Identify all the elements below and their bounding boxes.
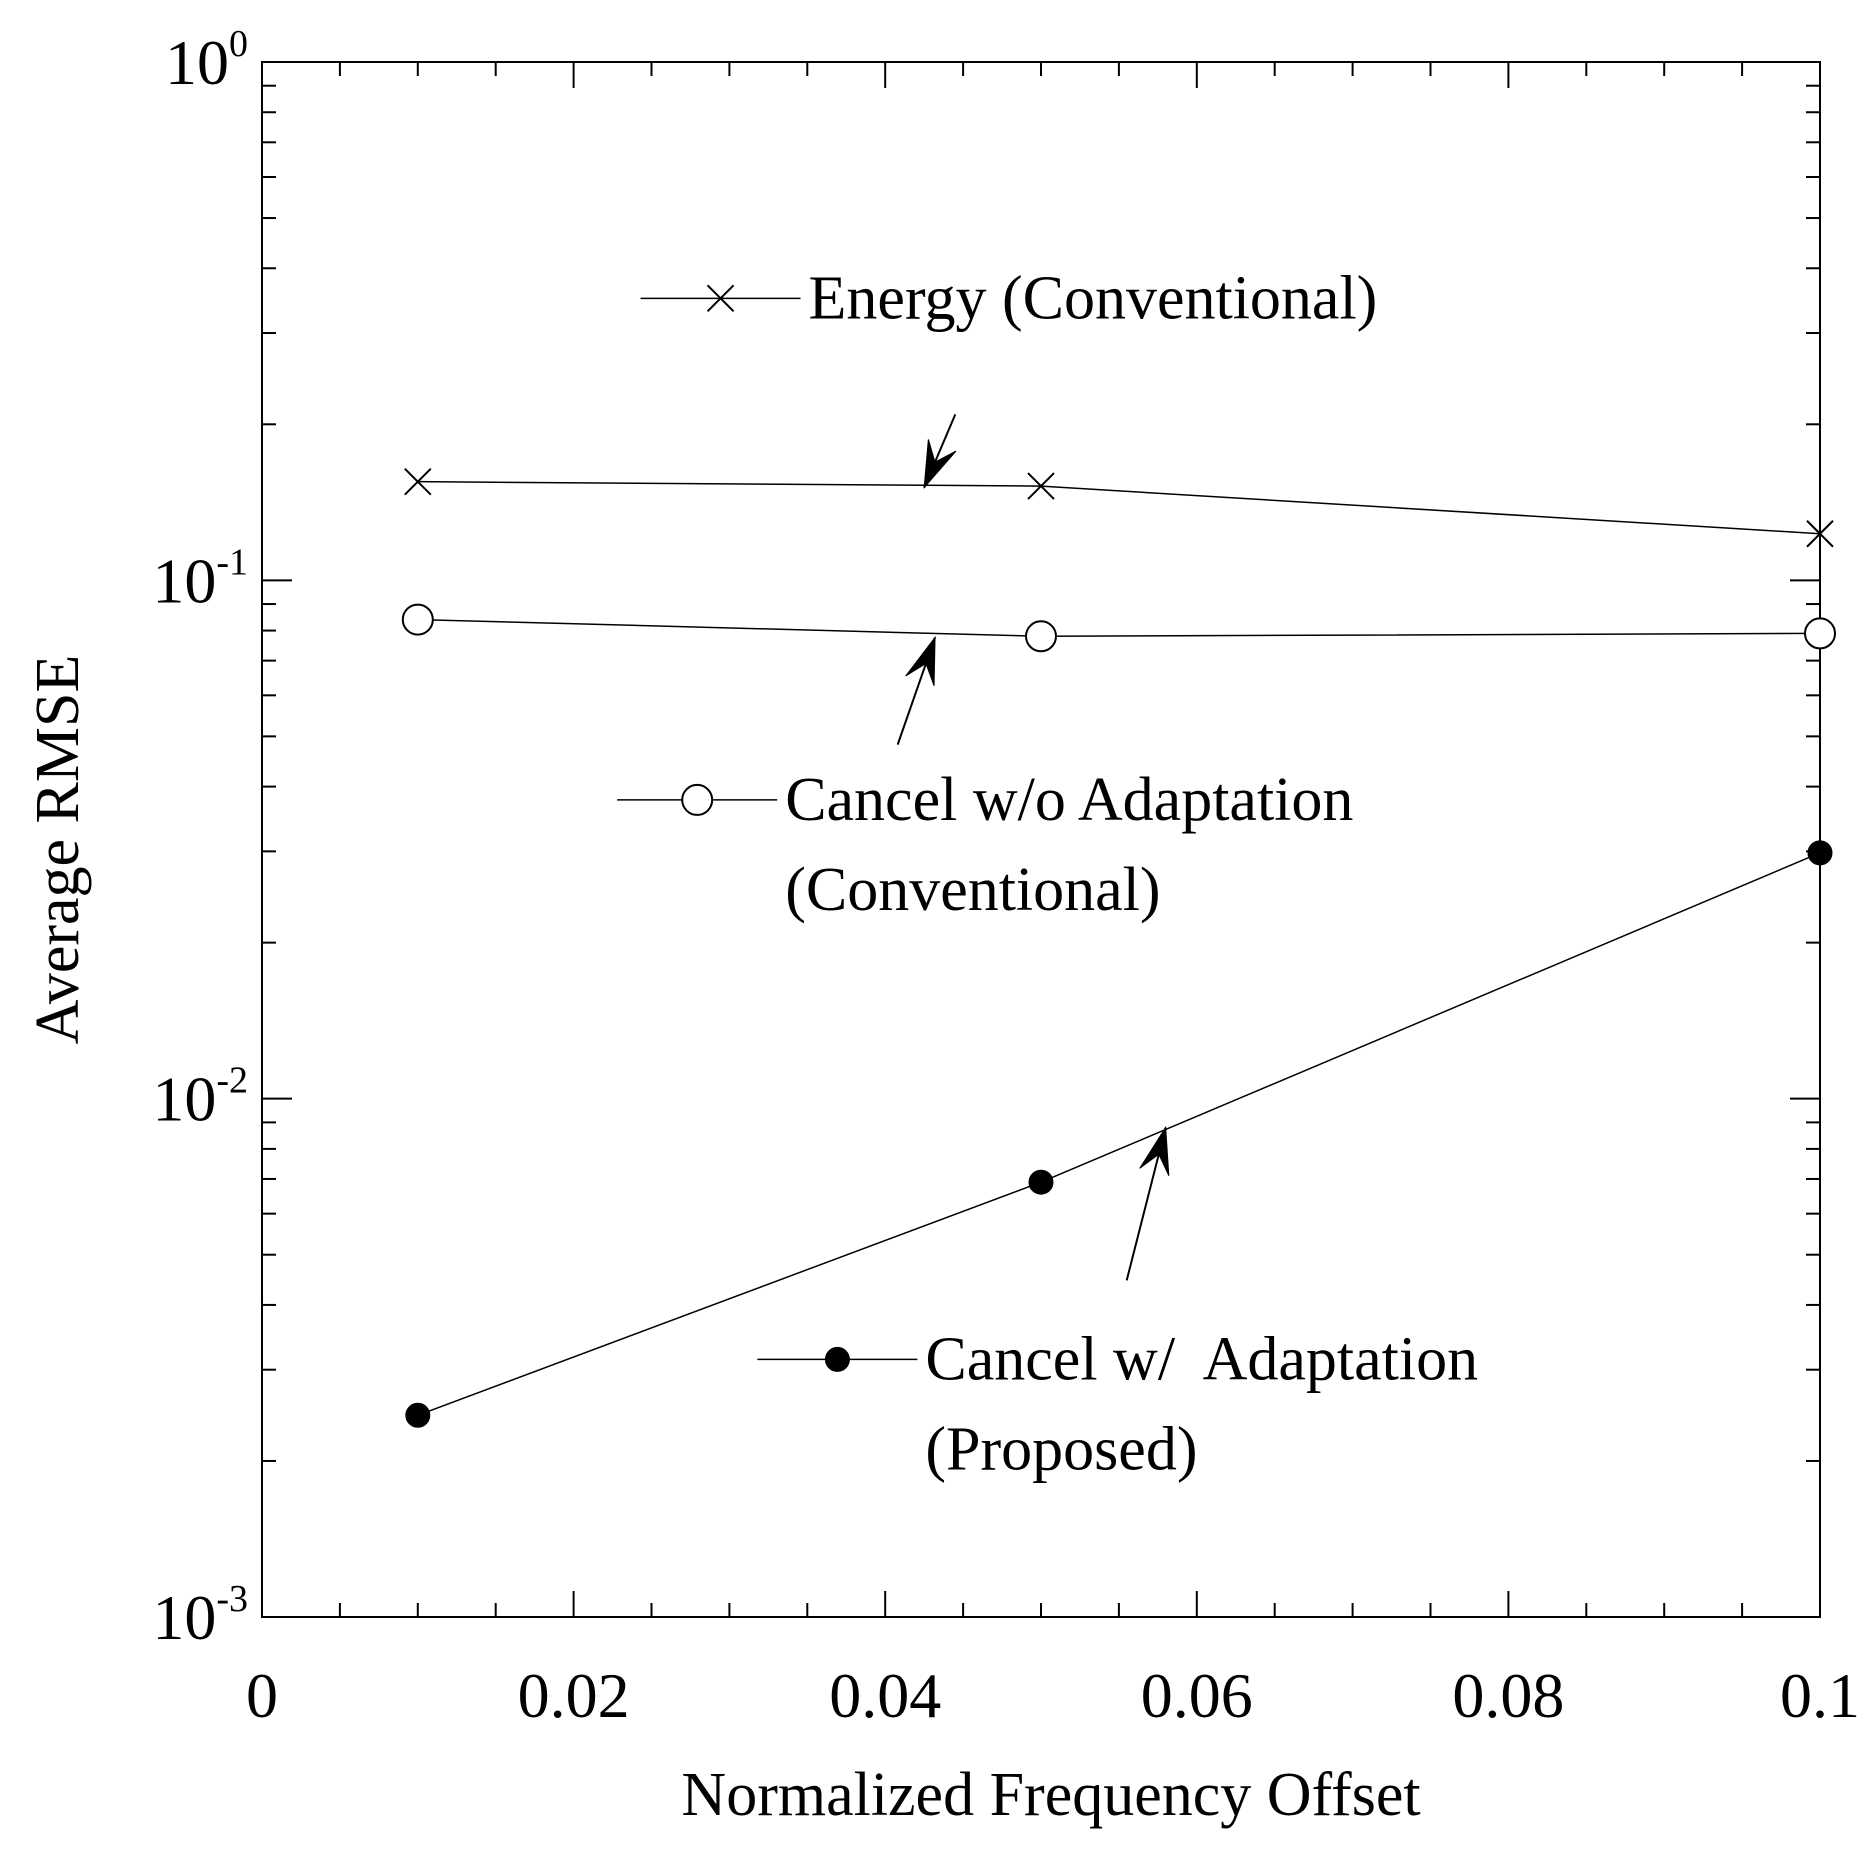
data-point-2 xyxy=(1028,1169,1054,1195)
legend-marker-1 xyxy=(681,783,714,816)
data-point-1 xyxy=(1025,620,1057,653)
data-point-0-stroke xyxy=(1027,472,1055,500)
data-point-0 xyxy=(1027,472,1055,500)
x-tick-label: 0.08 xyxy=(1452,1660,1564,1731)
arrow-head-0 xyxy=(923,439,957,490)
x-tick-label: 0.02 xyxy=(518,1660,630,1731)
series-line-1 xyxy=(417,618,1821,638)
y-tick-label: 100 xyxy=(165,23,248,98)
x-tick-label: 0.06 xyxy=(1141,1660,1253,1731)
legend-marker-2 xyxy=(824,1346,850,1372)
data-point-1 xyxy=(401,603,434,636)
data-point-2 xyxy=(405,1402,431,1428)
x-tick-label: 0.04 xyxy=(829,1660,941,1731)
y-tick-label: 10-1 xyxy=(152,541,248,616)
x-axis-title: Normalized Frequency Offset xyxy=(681,1761,1420,1829)
series-label-1: (Conventional) xyxy=(785,856,1160,924)
series-label-2: Cancel w/ Adaptation xyxy=(925,1325,1478,1393)
series-label-1: Cancel w/o Adaptation xyxy=(785,766,1353,834)
data-point-0-stroke xyxy=(1806,520,1834,548)
data-point-0-stroke xyxy=(404,467,432,496)
data-point-2 xyxy=(1807,840,1833,866)
y-tick-label: 10-3 xyxy=(152,1578,248,1653)
y-tick-label: 10-2 xyxy=(152,1060,248,1135)
series-label-0: Energy (Conventional) xyxy=(809,264,1378,332)
ticks: 0 0.02 0.04 0.06 0.08 0.1 10-3 10-2 10-1 100 xyxy=(152,23,1860,1731)
arrow-head-1 xyxy=(905,635,936,686)
series-label-2: (Proposed) xyxy=(925,1415,1197,1483)
legend-marker-0 xyxy=(706,284,735,313)
x-tick-label: 0 xyxy=(246,1660,278,1731)
data-point-1 xyxy=(1804,617,1836,650)
data-point-0 xyxy=(1806,520,1834,548)
y-axis-title: Average RMSE xyxy=(24,655,92,1045)
data-point-0 xyxy=(404,467,432,496)
series-layer xyxy=(401,467,1836,1428)
series-line-0 xyxy=(417,480,1821,535)
annotations: Energy (Conventional) Cancel w/o Adaptati… xyxy=(617,264,1478,1483)
legend-marker-0-stroke xyxy=(706,284,735,313)
x-tick-label: 0.1 xyxy=(1780,1660,1860,1731)
arrow-head-2 xyxy=(1139,1125,1170,1176)
